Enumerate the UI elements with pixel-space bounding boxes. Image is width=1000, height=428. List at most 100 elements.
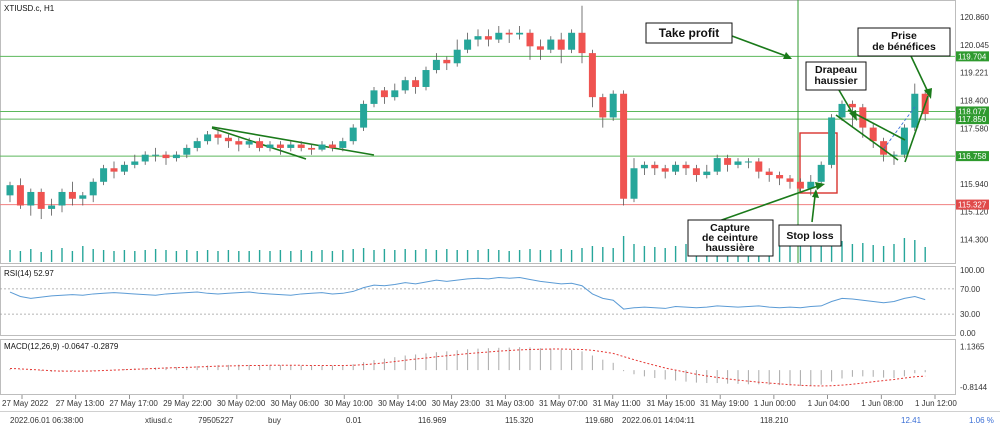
time-tick-label: 27 May 17:00 <box>109 399 158 408</box>
price-tag-bg <box>956 114 989 125</box>
price-tag-bg <box>956 151 989 162</box>
candle <box>308 144 316 155</box>
macd-signal-line <box>9 348 926 387</box>
candle <box>588 49 596 108</box>
candle <box>422 66 430 91</box>
price-tick-label: 119.221 <box>960 69 989 78</box>
candle <box>526 29 534 60</box>
price-tick-label: 120.860 <box>960 13 989 22</box>
candle <box>172 151 180 162</box>
chart-title: XTIUSD.c, H1 <box>4 4 55 13</box>
drapeau-label-1: Drapeau <box>815 64 857 76</box>
candle <box>630 158 638 203</box>
price-tick-label: 120.045 <box>960 41 989 50</box>
candle <box>599 93 607 128</box>
capture-label-3: haussière <box>705 242 754 254</box>
candle <box>183 144 191 159</box>
price-tag-bg <box>956 106 989 117</box>
time-tick-label: 1 Jun 04:00 <box>808 399 850 408</box>
time-tick-label: 31 May 15:00 <box>646 399 695 408</box>
candle <box>412 76 420 94</box>
candle <box>110 161 118 179</box>
candle <box>796 178 804 192</box>
flag-upper-line <box>211 126 375 156</box>
candle <box>453 39 461 67</box>
candle <box>776 171 784 186</box>
price-tag-label: 117.850 <box>958 115 987 124</box>
candle <box>516 26 524 40</box>
time-tick-label: 31 May 03:00 <box>485 399 534 408</box>
candle <box>661 164 669 179</box>
price-panel-frame <box>0 0 956 264</box>
candle <box>640 161 648 176</box>
candle <box>828 114 836 169</box>
candle <box>297 141 305 152</box>
time-tick-label: 31 May 07:00 <box>539 399 588 408</box>
candle <box>380 86 388 104</box>
time-tick-label: 1 Jun 08:00 <box>861 399 903 408</box>
status-ticket: 79505227 <box>198 416 234 425</box>
prise-label-1: Prise <box>891 30 917 42</box>
price-tick-label: 117.580 <box>960 124 989 133</box>
trade-line <box>883 106 916 150</box>
candle <box>391 83 399 101</box>
candle <box>464 32 472 54</box>
prise-callout: Prise de bénéfices <box>857 27 951 57</box>
candle <box>120 161 128 176</box>
macd-tick-label: -0.8144 <box>960 383 988 392</box>
candle <box>547 36 555 54</box>
candle <box>786 175 794 189</box>
drapeau-label-2: haussier <box>814 75 857 87</box>
candle <box>609 90 617 121</box>
trade-status-bar[interactable]: 2022.06.01 06:38:00 xtiusd.c 79505227 bu… <box>10 416 994 425</box>
time-tick-label: 30 May 06:00 <box>271 399 320 408</box>
time-tick-label: 30 May 14:00 <box>378 399 427 408</box>
candle <box>16 178 24 209</box>
candle <box>48 198 56 216</box>
candle <box>89 178 97 203</box>
candle <box>256 137 264 152</box>
candle <box>765 168 773 182</box>
candle <box>536 39 544 60</box>
candle <box>68 181 76 206</box>
candle <box>817 161 825 186</box>
price-tick-label: 115.120 <box>960 208 989 217</box>
price-axis: 120.860 120.045 119.221 118.400 117.580 116.7… <box>960 13 989 244</box>
price-tag-bg <box>956 199 989 210</box>
candle <box>900 124 908 159</box>
rsi-line <box>9 277 926 310</box>
status-open-time: 2022.06.01 06:38:00 <box>10 416 84 425</box>
candle <box>27 188 35 216</box>
candle <box>578 5 586 64</box>
time-tick-label: 29 May 22:00 <box>163 399 212 408</box>
candle <box>734 158 742 169</box>
candle <box>204 131 212 145</box>
take-profit-callout: Take profit <box>645 22 733 44</box>
drapeau-callout: Drapeau haussier <box>805 61 867 91</box>
candle <box>214 127 222 145</box>
candle <box>692 164 700 182</box>
candle <box>672 161 680 176</box>
macd-label: MACD(12,26,9) -0.0647 -0.2879 <box>4 342 119 351</box>
candle <box>339 137 347 152</box>
candle <box>401 76 409 94</box>
candle <box>703 164 711 179</box>
candle <box>6 181 14 203</box>
candle <box>744 158 752 169</box>
time-tick-label: 30 May 02:00 <box>217 399 266 408</box>
macd-panel-frame <box>0 339 956 395</box>
price-tick-label: 118.400 <box>960 97 989 106</box>
candle <box>432 53 440 74</box>
candle <box>100 164 108 186</box>
price-tag-label: 116.758 <box>958 152 987 161</box>
candle <box>318 141 326 152</box>
candle <box>152 147 160 162</box>
candle <box>807 175 815 196</box>
candle <box>713 154 721 176</box>
candle <box>682 161 690 176</box>
macd-tick-label: 1.1365 <box>960 342 985 351</box>
candle <box>869 124 877 148</box>
